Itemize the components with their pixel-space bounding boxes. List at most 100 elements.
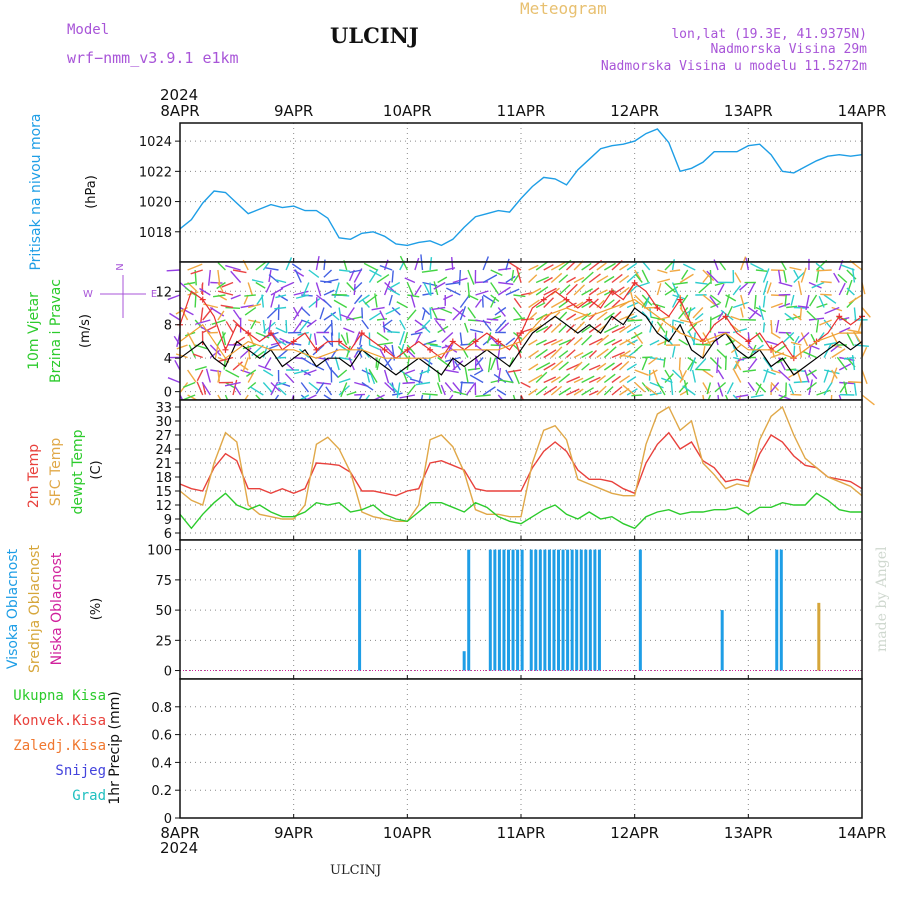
wind-barb: [848, 381, 863, 384]
wind-barb: [626, 262, 638, 271]
wind-barb: [596, 275, 609, 284]
series-line-2m Temp: [179, 431, 863, 497]
wind-barb: [823, 381, 833, 396]
wind-barb: [494, 306, 507, 316]
wind-barb: [622, 384, 636, 396]
wind-barb: [831, 332, 839, 345]
cloud-bar: [547, 549, 551, 671]
wind-barb: [482, 256, 489, 271]
wind-barb: [300, 356, 312, 365]
wind-barb: [535, 286, 549, 296]
elevation-label: Nadmorska Visina 29m: [710, 42, 867, 57]
y-tick-label: 0: [164, 665, 172, 680]
wind-barb: [596, 334, 610, 346]
wind-barb: [750, 394, 764, 398]
wind-barb: [182, 381, 196, 389]
wind-barb: [573, 377, 584, 384]
wind-barb: [619, 360, 630, 371]
wind-barb: [270, 287, 284, 296]
wind-barb: [293, 320, 303, 333]
wind-barb: [423, 282, 431, 296]
wind-barb: [414, 257, 420, 271]
wind-barb: [275, 356, 287, 359]
wind-barb: [766, 340, 779, 346]
wind-barb: [481, 296, 484, 308]
wind-barb: [588, 323, 602, 334]
wind-barb: [275, 294, 287, 299]
wind-barb: [210, 281, 223, 284]
wind-barb: [463, 322, 469, 333]
wind-barb: [528, 264, 539, 271]
wind-barb: [429, 344, 442, 348]
wind-barb: [303, 369, 317, 376]
wind-barb: [199, 287, 211, 296]
wind-barb: [682, 263, 696, 271]
wind-barb: [243, 294, 249, 305]
wind-barb: [611, 310, 622, 321]
wind-barb: [300, 306, 311, 317]
wind-barb: [225, 321, 234, 333]
compass-west: W: [83, 289, 93, 300]
wind-barb: [376, 358, 381, 371]
wind-barb: [346, 391, 357, 396]
wind-barb: [717, 369, 725, 380]
wind-barb: [581, 325, 592, 334]
wind-barb: [353, 294, 363, 305]
model-label: Model: [67, 22, 109, 38]
precip-legend: Ukupna Kisa Konvek.Kisa Zaledj.Kisa Snijeg G…: [13, 688, 106, 804]
wind-barb: [588, 390, 599, 396]
wind-barb: [714, 381, 727, 393]
wind-barb: [619, 286, 630, 296]
wind-barb: [277, 387, 287, 396]
wind-barb: [363, 262, 378, 271]
wind-barb: [823, 369, 840, 375]
gust-marker: [608, 288, 615, 295]
wind-barb: [627, 319, 643, 322]
cloud-bar: [538, 549, 542, 671]
y-tick-label: 15: [155, 485, 172, 500]
wind-barb: [497, 322, 510, 334]
wind-barb: [783, 270, 787, 283]
wind-barb: [337, 369, 348, 378]
gust-marker: [449, 338, 456, 345]
wind-barb: [319, 307, 325, 320]
wind-barb: [861, 394, 875, 406]
wind-barb: [766, 282, 772, 294]
wind-barb: [732, 344, 739, 358]
wind-barb: [285, 257, 293, 271]
wind-barb: [330, 348, 338, 358]
wind-barb: [188, 344, 196, 358]
wind-barb: [603, 373, 616, 384]
wind-barb: [399, 319, 406, 331]
wind-barb: [421, 324, 431, 334]
y-tick-label: 6: [164, 527, 172, 542]
wind-barb: [720, 309, 734, 321]
wind-barb: [176, 344, 188, 350]
wind-barb: [611, 386, 623, 396]
wind-barb: [604, 338, 616, 346]
wind-barb: [535, 339, 547, 346]
wind-barb: [543, 297, 555, 308]
wind-barb: [603, 299, 615, 309]
wind-barb: [752, 344, 764, 354]
wind-barb: [831, 348, 846, 359]
wind-barb: [422, 292, 434, 296]
wind-barb: [713, 333, 719, 346]
wind-barb: [383, 357, 393, 368]
wind-barb: [851, 268, 856, 283]
wind-barb: [444, 382, 454, 392]
wind-barb: [581, 375, 595, 384]
wind-barb: [270, 381, 279, 396]
wind-barb: [611, 299, 621, 309]
wind-barb: [224, 381, 241, 387]
wind-barb: [823, 369, 830, 383]
wind-barb: [340, 382, 348, 398]
gust-marker: [358, 330, 365, 337]
wind-barb: [649, 381, 664, 389]
wind-barb: [634, 369, 649, 376]
wind-barb: [247, 282, 253, 296]
wind-barb: [824, 306, 840, 315]
wind-barb: [550, 376, 561, 384]
wind-barb: [306, 319, 317, 328]
wind-barb: [853, 382, 857, 396]
